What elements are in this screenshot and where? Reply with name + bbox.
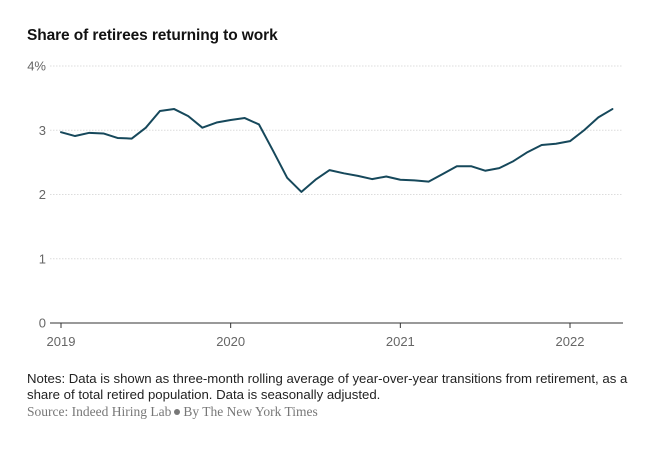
x-tick-label: 2019 [47,334,76,349]
gridlines [50,65,623,260]
series-layer [60,108,614,193]
y-tick-label: 0 [39,316,46,331]
separator-dot [174,408,181,415]
x-tick-label: 2022 [556,334,585,349]
y-tick-label: 2 [39,187,46,202]
byline: By The New York Times [183,404,318,419]
y-tick-label: 1 [39,251,46,266]
tick-labels: 0 1 2 3 4% 2019 2020 2021 2022 [27,59,584,350]
series-line [60,108,614,193]
chart-title: Share of retirees returning to work [27,27,278,44]
chart-notes: Notes: Data is shown as three-month roll… [27,371,628,402]
x-tick-label: 2021 [386,334,415,349]
line-chart: 0 1 2 3 4% 2019 2020 2021 2022 [27,59,623,350]
y-tick-label: 4% [27,59,46,74]
x-axis [50,322,623,328]
y-tick-label: 3 [39,123,46,138]
source-label: Source: Indeed Hiring Lab [27,404,172,419]
source-line: Source: Indeed Hiring Lab By The New York… [27,404,318,420]
x-tick-label: 2020 [216,334,245,349]
